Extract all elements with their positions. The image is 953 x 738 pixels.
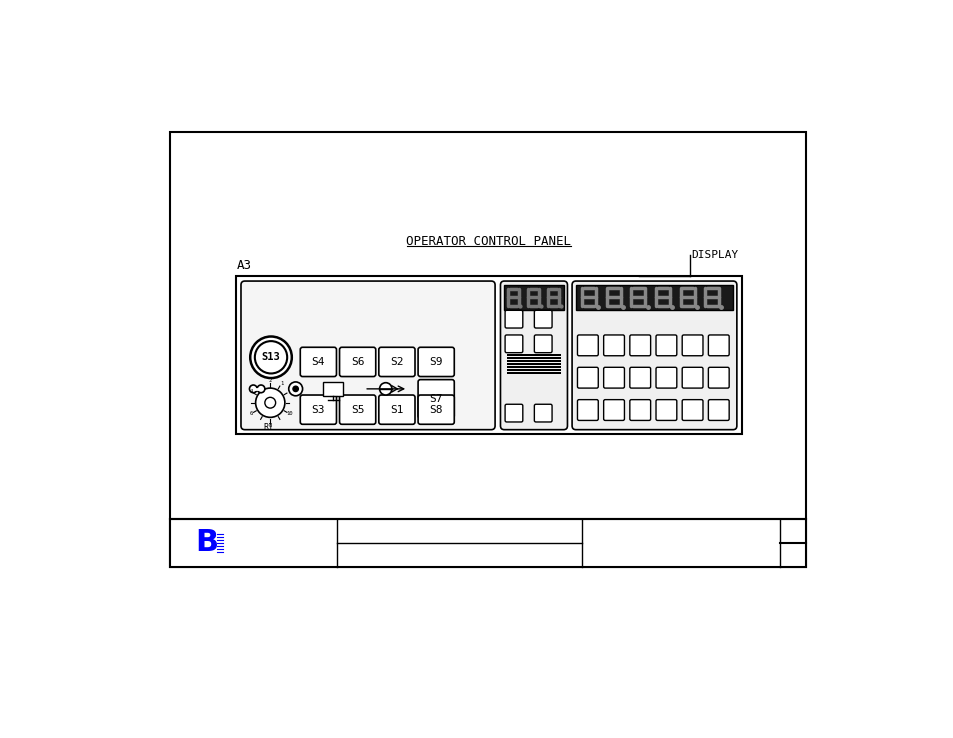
Bar — [506, 357, 560, 359]
Text: OPERATOR CONTROL PANEL: OPERATOR CONTROL PANEL — [406, 235, 571, 247]
Text: B: B — [194, 528, 217, 557]
FancyBboxPatch shape — [708, 335, 728, 356]
Text: DISPLAY: DISPLAY — [691, 250, 738, 260]
Text: S6: S6 — [351, 357, 364, 367]
Bar — [504, 285, 563, 309]
Bar — [170, 131, 805, 567]
FancyBboxPatch shape — [603, 368, 624, 388]
Text: 2: 2 — [269, 378, 272, 383]
FancyBboxPatch shape — [339, 395, 375, 424]
FancyBboxPatch shape — [681, 400, 702, 421]
FancyBboxPatch shape — [504, 310, 522, 328]
FancyBboxPatch shape — [656, 335, 676, 356]
Circle shape — [379, 383, 392, 395]
Text: A3: A3 — [237, 259, 252, 272]
FancyBboxPatch shape — [300, 348, 336, 376]
Text: 6: 6 — [249, 411, 253, 416]
Text: R1: R1 — [263, 423, 274, 432]
FancyBboxPatch shape — [681, 368, 702, 388]
Bar — [506, 369, 560, 371]
FancyBboxPatch shape — [572, 281, 736, 430]
FancyBboxPatch shape — [417, 395, 454, 424]
Bar — [576, 285, 732, 309]
FancyBboxPatch shape — [504, 335, 522, 353]
Text: 10: 10 — [286, 411, 293, 416]
Text: S3: S3 — [312, 404, 325, 415]
Bar — [506, 363, 560, 365]
FancyBboxPatch shape — [629, 335, 650, 356]
Text: S13: S13 — [261, 352, 280, 362]
FancyBboxPatch shape — [577, 368, 598, 388]
FancyBboxPatch shape — [534, 404, 552, 422]
Bar — [506, 366, 560, 368]
FancyBboxPatch shape — [681, 335, 702, 356]
Text: 8: 8 — [269, 423, 272, 427]
FancyBboxPatch shape — [417, 348, 454, 376]
FancyBboxPatch shape — [417, 379, 454, 418]
Circle shape — [250, 337, 292, 378]
Text: S2: S2 — [390, 357, 403, 367]
FancyBboxPatch shape — [378, 348, 415, 376]
FancyBboxPatch shape — [577, 400, 598, 421]
Bar — [235, 276, 741, 433]
Bar — [506, 354, 560, 356]
Text: S9: S9 — [429, 357, 442, 367]
FancyBboxPatch shape — [339, 348, 375, 376]
Text: S8: S8 — [429, 404, 442, 415]
Text: S4: S4 — [312, 357, 325, 367]
Bar — [506, 360, 560, 362]
FancyBboxPatch shape — [504, 404, 522, 422]
FancyBboxPatch shape — [378, 395, 415, 424]
FancyBboxPatch shape — [708, 368, 728, 388]
FancyBboxPatch shape — [534, 335, 552, 353]
FancyBboxPatch shape — [603, 335, 624, 356]
Text: S5: S5 — [351, 404, 364, 415]
Circle shape — [249, 385, 257, 393]
FancyBboxPatch shape — [708, 400, 728, 421]
FancyBboxPatch shape — [629, 368, 650, 388]
Circle shape — [257, 385, 265, 393]
FancyBboxPatch shape — [656, 368, 676, 388]
Text: 4: 4 — [249, 389, 253, 394]
Bar — [170, 519, 805, 567]
FancyBboxPatch shape — [629, 400, 650, 421]
FancyBboxPatch shape — [603, 400, 624, 421]
Text: S7: S7 — [429, 394, 442, 404]
Circle shape — [254, 341, 287, 373]
Bar — [506, 372, 560, 374]
Circle shape — [265, 397, 275, 408]
Circle shape — [289, 382, 302, 396]
Circle shape — [293, 386, 298, 392]
FancyBboxPatch shape — [300, 395, 336, 424]
FancyBboxPatch shape — [534, 310, 552, 328]
Text: S1: S1 — [390, 404, 403, 415]
FancyBboxPatch shape — [577, 335, 598, 356]
FancyBboxPatch shape — [500, 281, 567, 430]
FancyBboxPatch shape — [241, 281, 495, 430]
Bar — [323, 382, 343, 396]
Text: 1: 1 — [279, 381, 283, 386]
FancyBboxPatch shape — [656, 400, 676, 421]
Circle shape — [255, 388, 285, 418]
